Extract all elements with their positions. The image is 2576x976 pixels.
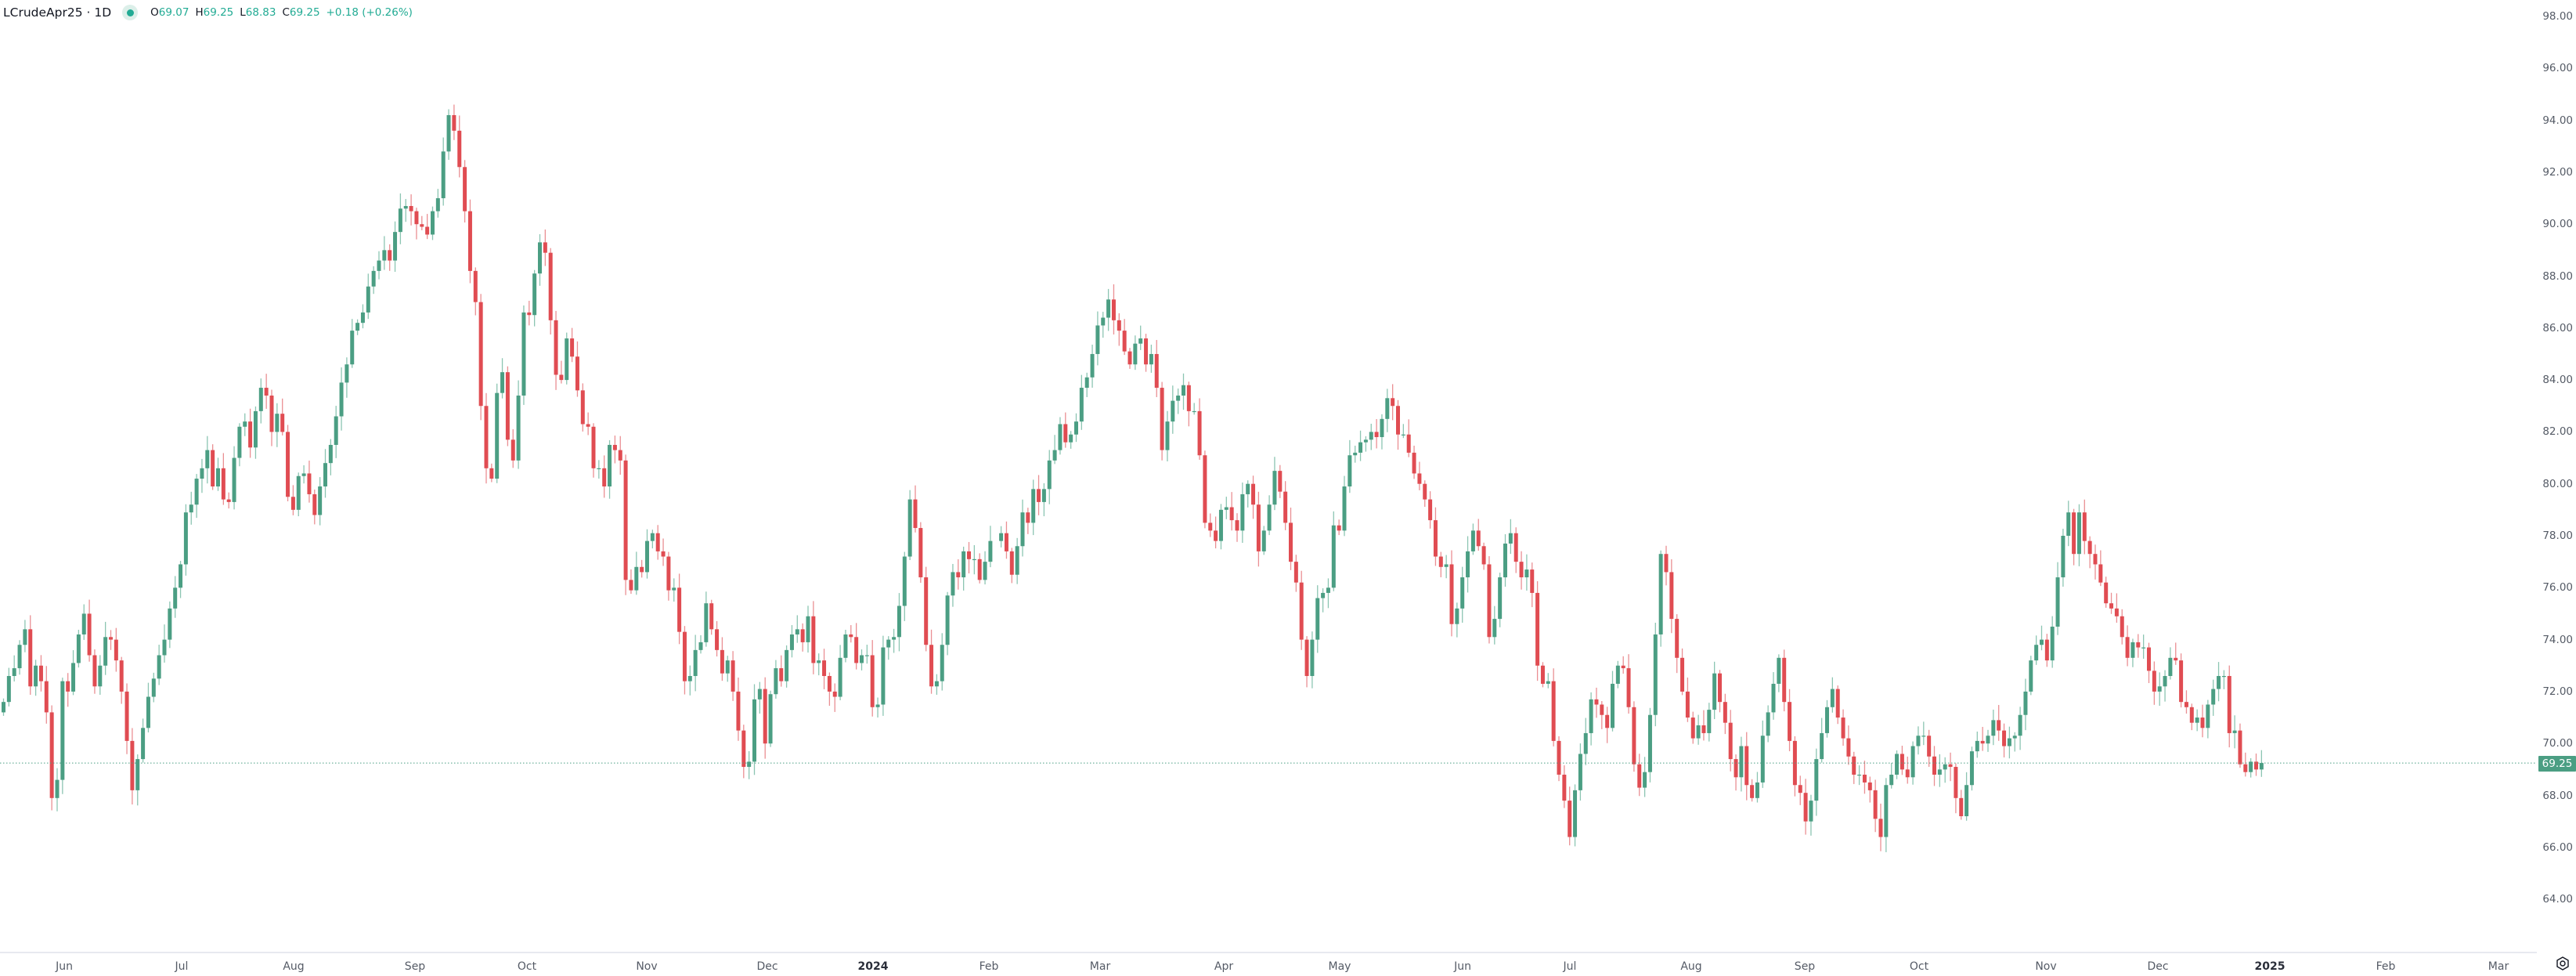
price-tick-label: 96.00: [2542, 62, 2573, 75]
price-tick-label: 92.00: [2542, 165, 2573, 179]
price-tick-label: 86.00: [2542, 321, 2573, 334]
low-label: L: [240, 6, 246, 19]
time-axis[interactable]: Jun Jul Aug Sep Oct Nov Dec 2024 Feb Mar Apr May Jun…: [0, 952, 2537, 976]
price-tick-label: 88.00: [2542, 269, 2573, 283]
open-label: O: [150, 6, 159, 19]
last-price-badge: 69.25: [2538, 756, 2576, 772]
gear-icon[interactable]: [2555, 956, 2571, 971]
time-tick-label: 2025: [2254, 960, 2286, 973]
price-tick-label: 66.00: [2542, 840, 2573, 854]
time-tick-label: Jul: [175, 960, 189, 973]
time-tick-label: Nov: [2035, 960, 2057, 973]
close-value: 69.25: [289, 6, 320, 19]
price-tick-label: 70.00: [2542, 737, 2573, 750]
high-value: 69.25: [203, 6, 234, 19]
price-tick-label: 74.00: [2542, 633, 2573, 646]
price-tick-label: 90.00: [2542, 218, 2573, 231]
price-tick-label: 84.00: [2542, 374, 2573, 387]
price-tick-label: 78.00: [2542, 530, 2573, 542]
low-value: 68.83: [245, 6, 276, 19]
time-tick-label: Feb: [979, 960, 999, 973]
time-tick-label: Jun: [1454, 960, 1471, 973]
time-tick-label: Oct: [517, 960, 537, 973]
status-dot: [126, 9, 134, 16]
close-label: C: [282, 6, 290, 19]
symbol-title[interactable]: LCrudeApr25 · 1D: [3, 5, 112, 20]
time-tick-label: Apr: [1214, 960, 1234, 973]
time-tick-label: Aug: [1680, 960, 1702, 973]
price-tick-label: 76.00: [2542, 581, 2573, 595]
time-tick-label: Jun: [56, 960, 73, 973]
change-value: +0.18 (+0.26%): [326, 6, 413, 19]
price-plot[interactable]: [0, 0, 2537, 952]
time-tick-label: Oct: [1909, 960, 1929, 973]
open-value: 69.07: [158, 6, 189, 19]
time-tick-label: Sep: [404, 960, 426, 973]
time-tick-label: Dec: [2147, 960, 2169, 973]
price-tick-label: 80.00: [2542, 477, 2573, 490]
time-tick-label: 2024: [857, 960, 889, 973]
time-tick-label: Mar: [1089, 960, 1111, 973]
time-tick-label: Jul: [1563, 960, 1577, 973]
price-tick-label: 94.00: [2542, 114, 2573, 127]
time-tick-label: Feb: [2376, 960, 2396, 973]
time-tick-label: Mar: [2488, 960, 2509, 973]
market-status-icon[interactable]: [122, 5, 139, 20]
time-tick-label: Sep: [1794, 960, 1816, 973]
price-tick-label: 68.00: [2542, 789, 2573, 802]
price-tick-label: 98.00: [2542, 10, 2573, 23]
candlestick-series: [2, 104, 2264, 852]
time-tick-label: Nov: [636, 960, 658, 973]
price-axis[interactable]: 98.00 96.00 94.00 92.00 90.00 88.00 86.00 84.00…: [2537, 0, 2576, 952]
time-tick-label: May: [1328, 960, 1351, 973]
price-tick-label: 64.00: [2542, 893, 2573, 906]
time-tick-label: Dec: [756, 960, 778, 973]
high-label: H: [195, 6, 204, 19]
price-tick-label: 82.00: [2542, 425, 2573, 439]
time-tick-label: Aug: [283, 960, 305, 973]
price-tick-label: 72.00: [2542, 685, 2573, 698]
